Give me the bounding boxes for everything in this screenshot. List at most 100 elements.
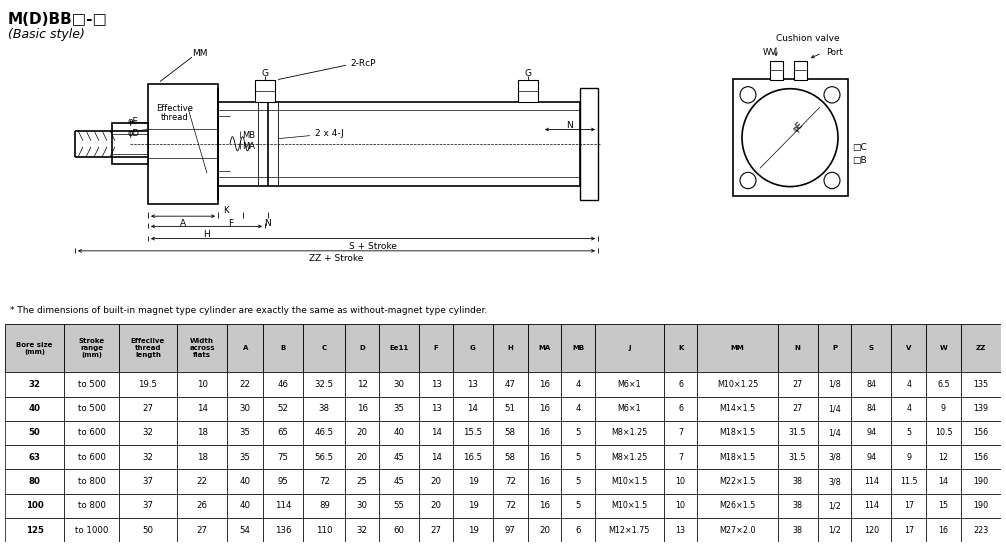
Text: Effeclive
thread
length: Effeclive thread length (131, 338, 165, 358)
Text: 6.5: 6.5 (938, 380, 950, 389)
Bar (420, 469, 453, 494)
Text: 19: 19 (468, 477, 479, 486)
Bar (927, 397, 961, 421)
Text: φE: φE (128, 117, 139, 126)
Bar (303, 494, 345, 518)
Text: 52: 52 (278, 404, 289, 413)
Text: 30: 30 (393, 380, 404, 389)
Text: 110: 110 (316, 525, 333, 535)
Bar (5, 372, 64, 397)
Bar (818, 469, 851, 494)
Bar (851, 397, 891, 421)
Bar (851, 445, 891, 469)
Bar (778, 469, 818, 494)
Bar (664, 397, 697, 421)
Bar (264, 445, 303, 469)
Text: to 800: to 800 (77, 501, 106, 510)
Text: 27: 27 (142, 404, 153, 413)
Text: 72: 72 (319, 477, 330, 486)
Text: Stroke
range
(mm): Stroke range (mm) (78, 338, 105, 358)
Bar (227, 518, 264, 542)
Text: 190: 190 (974, 477, 989, 486)
Bar (818, 421, 851, 445)
Text: Bore size
(mm): Bore size (mm) (16, 342, 52, 355)
Text: 19.5: 19.5 (139, 380, 157, 389)
Text: H: H (203, 230, 210, 239)
Bar (664, 421, 697, 445)
Text: 97: 97 (505, 525, 516, 535)
Bar (493, 494, 528, 518)
Text: 3/8: 3/8 (828, 453, 841, 462)
Text: to 500: to 500 (77, 380, 106, 389)
Bar (891, 494, 927, 518)
Bar (345, 324, 379, 372)
Bar (561, 494, 596, 518)
Bar (818, 372, 851, 397)
Text: 2-RcP: 2-RcP (350, 59, 375, 68)
Bar (379, 445, 420, 469)
Bar (493, 372, 528, 397)
Bar (493, 445, 528, 469)
Bar (177, 494, 227, 518)
Text: 27: 27 (793, 404, 803, 413)
Bar (528, 324, 561, 372)
Bar (345, 469, 379, 494)
Text: 9: 9 (941, 404, 946, 413)
Circle shape (740, 172, 756, 189)
Bar (119, 445, 177, 469)
Text: 100: 100 (26, 501, 43, 510)
Text: M8×1.25: M8×1.25 (612, 428, 648, 438)
Text: to 600: to 600 (77, 428, 106, 438)
Text: N: N (566, 121, 573, 130)
Bar (927, 469, 961, 494)
Bar (778, 397, 818, 421)
Text: 35: 35 (393, 404, 404, 413)
Bar (177, 518, 227, 542)
Bar (851, 494, 891, 518)
Text: MM: MM (192, 49, 208, 58)
Text: N: N (795, 345, 801, 352)
Text: 223: 223 (974, 525, 989, 535)
Text: 95: 95 (278, 477, 289, 486)
Text: C: C (322, 345, 327, 352)
Text: 6: 6 (575, 525, 581, 535)
Bar (453, 494, 493, 518)
Bar (303, 397, 345, 421)
Text: 156: 156 (974, 428, 989, 438)
Bar (303, 445, 345, 469)
Bar (379, 397, 420, 421)
Bar (528, 518, 561, 542)
Text: 27: 27 (196, 525, 207, 535)
Bar (64, 421, 119, 445)
Bar (818, 494, 851, 518)
Bar (961, 445, 1001, 469)
Text: 139: 139 (974, 404, 989, 413)
Bar (891, 518, 927, 542)
Bar (561, 445, 596, 469)
Bar (453, 469, 493, 494)
Text: 50: 50 (142, 525, 153, 535)
Text: □C: □C (852, 143, 867, 153)
Bar (528, 469, 561, 494)
Text: thread: thread (161, 113, 189, 122)
Text: 13: 13 (431, 404, 442, 413)
Bar (961, 421, 1001, 445)
Text: 60: 60 (393, 525, 404, 535)
Bar (303, 421, 345, 445)
Text: 4: 4 (575, 404, 581, 413)
Text: 32: 32 (28, 380, 40, 389)
Bar (664, 324, 697, 372)
Text: 26: 26 (196, 501, 207, 510)
Text: 7: 7 (678, 453, 683, 462)
Text: 19: 19 (468, 501, 479, 510)
Text: 32: 32 (357, 525, 368, 535)
Text: 4: 4 (906, 380, 911, 389)
Text: M18×1.5: M18×1.5 (719, 453, 756, 462)
Bar (851, 469, 891, 494)
Text: W: W (940, 345, 948, 352)
Text: M18×1.5: M18×1.5 (719, 428, 756, 438)
Circle shape (824, 172, 840, 189)
Bar (379, 469, 420, 494)
Text: M10×1.5: M10×1.5 (612, 501, 648, 510)
Circle shape (740, 87, 756, 103)
